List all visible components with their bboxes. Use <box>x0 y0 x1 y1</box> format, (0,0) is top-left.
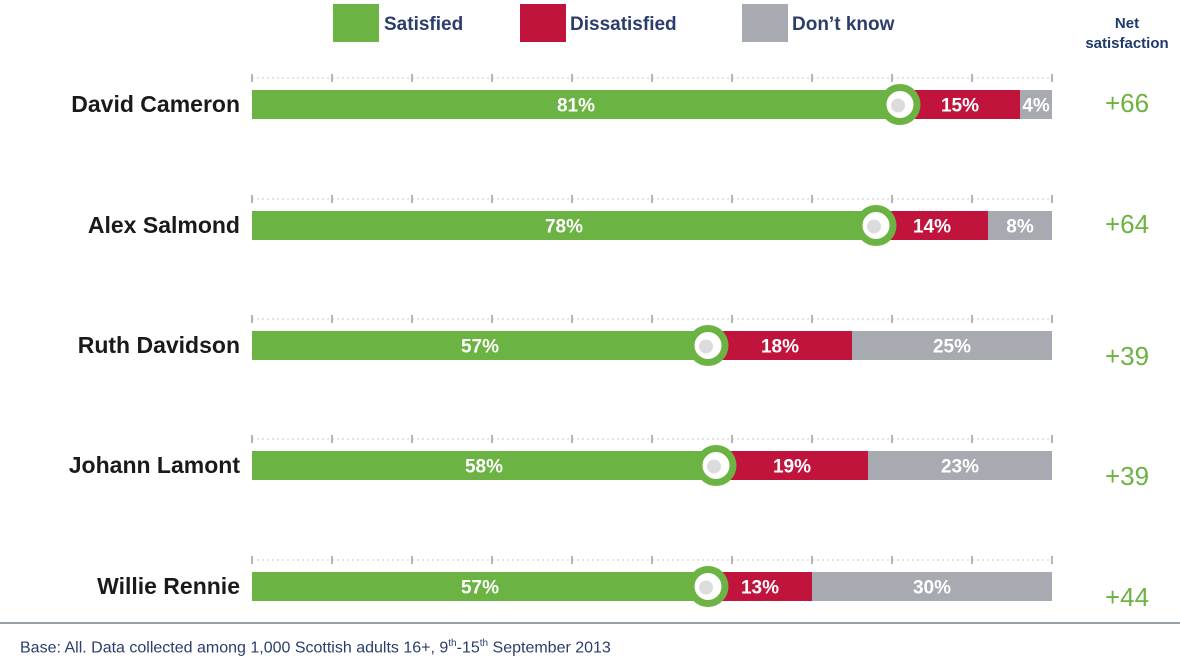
legend-label-dont-know: Don’t know <box>792 14 895 35</box>
boundary-marker-inner <box>867 219 881 234</box>
net-satisfaction-value: +39 <box>1104 461 1150 491</box>
net-satisfaction-value: +39 <box>1104 341 1150 371</box>
bar-label-dissatisfied: 19% <box>773 457 811 478</box>
footer-text-1: Base: All. Data collected among 1,000 Sc… <box>20 639 449 657</box>
row-label: Ruth Davidson <box>77 332 240 358</box>
footer-text-3: September 2013 <box>488 639 611 657</box>
bar-label-satisfied: 78% <box>545 217 583 238</box>
boundary-marker-inner <box>699 339 713 354</box>
bar-segment-satisfied <box>252 572 708 601</box>
bar-segment-satisfied <box>252 451 716 480</box>
bar-segment-satisfied <box>252 331 708 360</box>
bar-label-satisfied: 58% <box>465 457 503 478</box>
legend-swatch-dont-know <box>742 4 788 42</box>
footer-note: Base: All. Data collected among 1,000 Sc… <box>20 638 611 657</box>
bar-label-dissatisfied: 14% <box>913 217 951 238</box>
bar-label-dissatisfied: 18% <box>761 337 799 358</box>
net-satisfaction-header: Net satisfaction <box>1075 14 1179 54</box>
footer-sup-2: th <box>479 638 489 649</box>
bar-label-dont-know: 8% <box>1006 217 1034 238</box>
footer-divider <box>0 622 1180 624</box>
net-header-line2: satisfaction <box>1085 35 1169 52</box>
bar-label-dont-know: 25% <box>933 337 971 358</box>
bar-segment-dont-know <box>988 211 1052 240</box>
bar-label-satisfied: 57% <box>461 337 499 358</box>
bar-label-dont-know: 30% <box>913 578 951 599</box>
row-label: David Cameron <box>71 91 240 117</box>
bar-segment-dont-know <box>852 331 1052 360</box>
bar-segment-dont-know <box>868 451 1052 480</box>
bar-segment-dont-know <box>1020 90 1052 119</box>
row-label: Alex Salmond <box>87 212 240 238</box>
legend-label-dissatisfied: Dissatisfied <box>570 14 677 35</box>
stacked-bar-chart: 81% 15% 4% 78% 14% 8% 57% 18% 25% 58% 19% 23% 57% 13%… <box>251 74 1053 607</box>
legend-swatch-satisfied <box>333 4 379 42</box>
bar-label-dont-know: 4% <box>1022 96 1050 117</box>
bar-label-dissatisfied: 13% <box>741 578 779 599</box>
boundary-marker-inner <box>707 459 721 474</box>
net-satisfaction-value: +66 <box>1104 88 1150 118</box>
legend-label-satisfied: Satisfied <box>384 14 464 35</box>
bar-segment-dont-know <box>812 572 1052 601</box>
bar-label-dissatisfied: 15% <box>941 96 979 117</box>
boundary-marker-inner <box>699 580 713 595</box>
boundary-marker-inner <box>891 98 905 113</box>
bar-segment-satisfied <box>252 211 876 240</box>
bar-segment-satisfied <box>252 90 900 119</box>
footer-sup-1: th <box>448 638 457 649</box>
row-label: Willie Rennie <box>97 573 240 599</box>
footer-text-2: -15 <box>456 639 480 657</box>
net-satisfaction-value: +44 <box>1104 582 1150 612</box>
net-header-line1: Net <box>1114 15 1140 32</box>
bar-label-dont-know: 23% <box>941 457 979 478</box>
bar-segment-dissatisfied <box>716 451 868 480</box>
bar-label-satisfied: 57% <box>461 578 499 599</box>
bar-segment-dissatisfied <box>708 331 852 360</box>
net-satisfaction-value: +64 <box>1104 209 1150 239</box>
legend-swatch-dissatisfied <box>520 4 566 42</box>
bar-label-satisfied: 81% <box>557 96 595 117</box>
row-label: Johann Lamont <box>68 452 240 478</box>
